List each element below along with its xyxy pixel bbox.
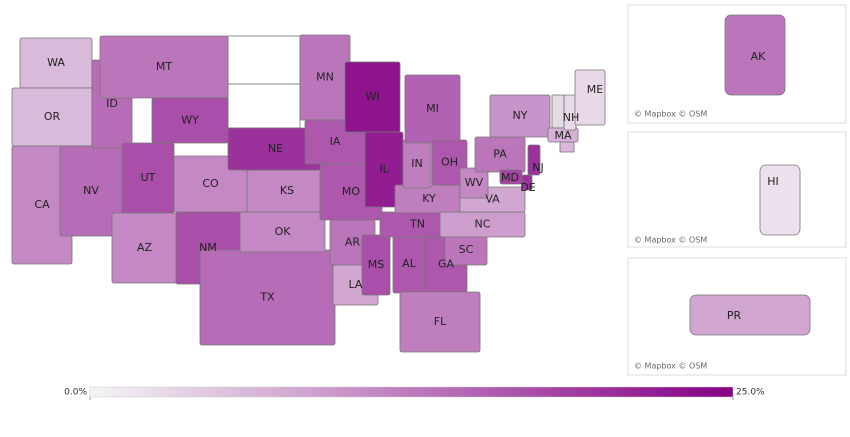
region-label: WA	[47, 56, 65, 69]
unlabeled-state	[227, 83, 301, 129]
main-map	[11, 34, 606, 353]
region	[431, 139, 468, 186]
region-label: MN	[316, 71, 334, 84]
region-label: VA	[485, 193, 500, 206]
region-label: UT	[141, 171, 156, 184]
region-label: NV	[83, 184, 99, 197]
region-label: MD	[501, 171, 519, 184]
colorbar-label: 0.0%	[64, 388, 87, 398]
region	[724, 14, 786, 96]
region	[689, 294, 811, 336]
region-label: IA	[330, 135, 341, 148]
region-label: KY	[422, 192, 436, 205]
region	[547, 127, 579, 143]
region	[574, 69, 606, 126]
region-label: AL	[402, 257, 417, 270]
region	[459, 167, 489, 199]
region-label: NH	[563, 111, 580, 124]
region-label: HI	[767, 175, 779, 188]
region-label: ID	[106, 97, 118, 110]
region	[151, 97, 229, 144]
region	[759, 164, 801, 236]
region-label: FL	[434, 315, 447, 328]
region-label: TX	[259, 291, 275, 304]
region-label: ME	[587, 83, 603, 96]
region	[499, 169, 523, 185]
region-label: DE	[520, 181, 535, 194]
region-label: CA	[34, 198, 50, 211]
region-label: TN	[409, 218, 425, 231]
region-label: WI	[365, 90, 379, 103]
region-label: NE	[268, 142, 283, 155]
region-label: PR	[727, 309, 742, 322]
region-label: NY	[513, 109, 528, 122]
unlabeled-state	[227, 35, 301, 85]
region	[361, 234, 391, 296]
region-label: LA	[349, 278, 363, 291]
region-label: PA	[493, 148, 507, 161]
region-label: NM	[199, 241, 217, 254]
inset-frame	[627, 131, 847, 248]
region-label: IN	[411, 157, 422, 170]
region-label: SC	[459, 243, 474, 256]
region-label: MI	[426, 102, 439, 115]
region-label: OR	[44, 110, 61, 123]
region-label: OH	[441, 156, 458, 169]
colorbar	[89, 386, 734, 398]
region-label: NC	[475, 218, 491, 231]
unlabeled-state	[559, 141, 575, 153]
region-label: AZ	[137, 241, 153, 254]
region-label: OK	[275, 225, 292, 238]
region-label: AK	[751, 50, 767, 63]
region	[399, 291, 481, 353]
region-label: AR	[345, 236, 361, 249]
region-label: CO	[202, 177, 219, 190]
attribution: © Mapbox © OSM	[634, 236, 707, 245]
region-label: MT	[156, 60, 172, 73]
region-label: WV	[465, 176, 484, 189]
attribution: © Mapbox © OSM	[634, 110, 707, 119]
region-label: MA	[554, 129, 571, 142]
region-label: GA	[438, 258, 455, 271]
colorbar-label: 25.0%	[736, 388, 765, 398]
region-label: WY	[181, 114, 199, 127]
region-label: IL	[379, 163, 389, 176]
region-label: MO	[342, 185, 360, 198]
region-label: MS	[368, 258, 384, 271]
region	[527, 144, 541, 176]
attribution: © Mapbox © OSM	[634, 362, 707, 371]
region-label: NJ	[532, 161, 543, 174]
region	[489, 94, 551, 138]
region-label: KS	[280, 184, 294, 197]
